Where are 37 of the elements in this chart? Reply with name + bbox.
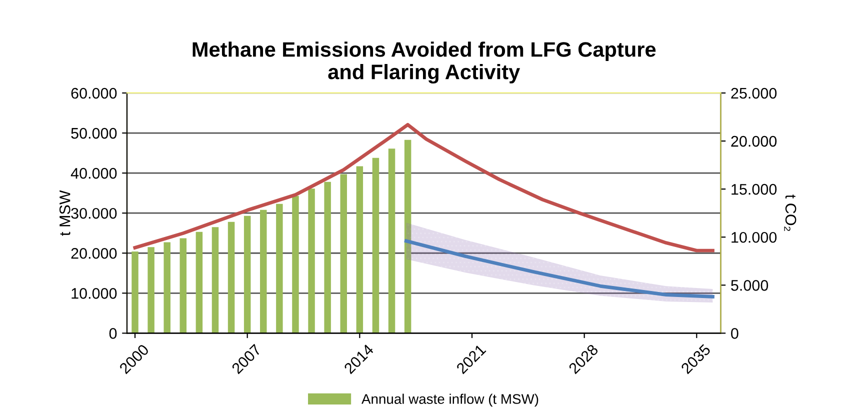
bar (308, 188, 315, 334)
chart-title: Methane Emissions Avoided from LFG Capture and Flaring Activity (192, 42, 656, 84)
y2-axis-title: t CO₂ (784, 194, 796, 231)
bar (404, 140, 412, 334)
y2-tick-label: 15.000 (732, 184, 777, 195)
bar (196, 232, 203, 334)
bar (244, 216, 251, 334)
bar (148, 247, 154, 334)
y-tick-label: 40.000 (70, 168, 117, 179)
y2-tick-label: 25.000 (731, 88, 777, 99)
y-tick-label: 50.000 (71, 128, 117, 139)
y2-tick-label: 5.000 (731, 280, 768, 291)
y2-tick-label: 10.000 (732, 232, 777, 243)
bar (356, 166, 364, 334)
bar (292, 196, 299, 334)
y2-tick-label: 20.000 (731, 136, 777, 147)
y-tick-label: 20.000 (71, 248, 117, 259)
bar (340, 174, 347, 334)
legend-label: Annual waste inflow (t MSW) (362, 394, 538, 407)
y2-tick-label: 0 (731, 328, 738, 339)
bar (324, 182, 331, 334)
y-tick-label: 0 (109, 328, 117, 339)
line-series (404, 239, 714, 298)
y-tick-label: 10.000 (72, 288, 117, 299)
bar (388, 148, 396, 334)
bar (372, 158, 380, 334)
bar (132, 252, 138, 334)
line-series (133, 122, 714, 252)
bar (260, 210, 267, 334)
bar (228, 222, 235, 334)
bar (276, 204, 283, 334)
y-tick-label: 60.000 (71, 88, 117, 99)
bar (164, 242, 170, 334)
bar (180, 238, 187, 334)
y-tick-label: 30.000 (71, 208, 117, 219)
bar (212, 227, 219, 334)
y-axis-title: t MSW (59, 190, 70, 236)
